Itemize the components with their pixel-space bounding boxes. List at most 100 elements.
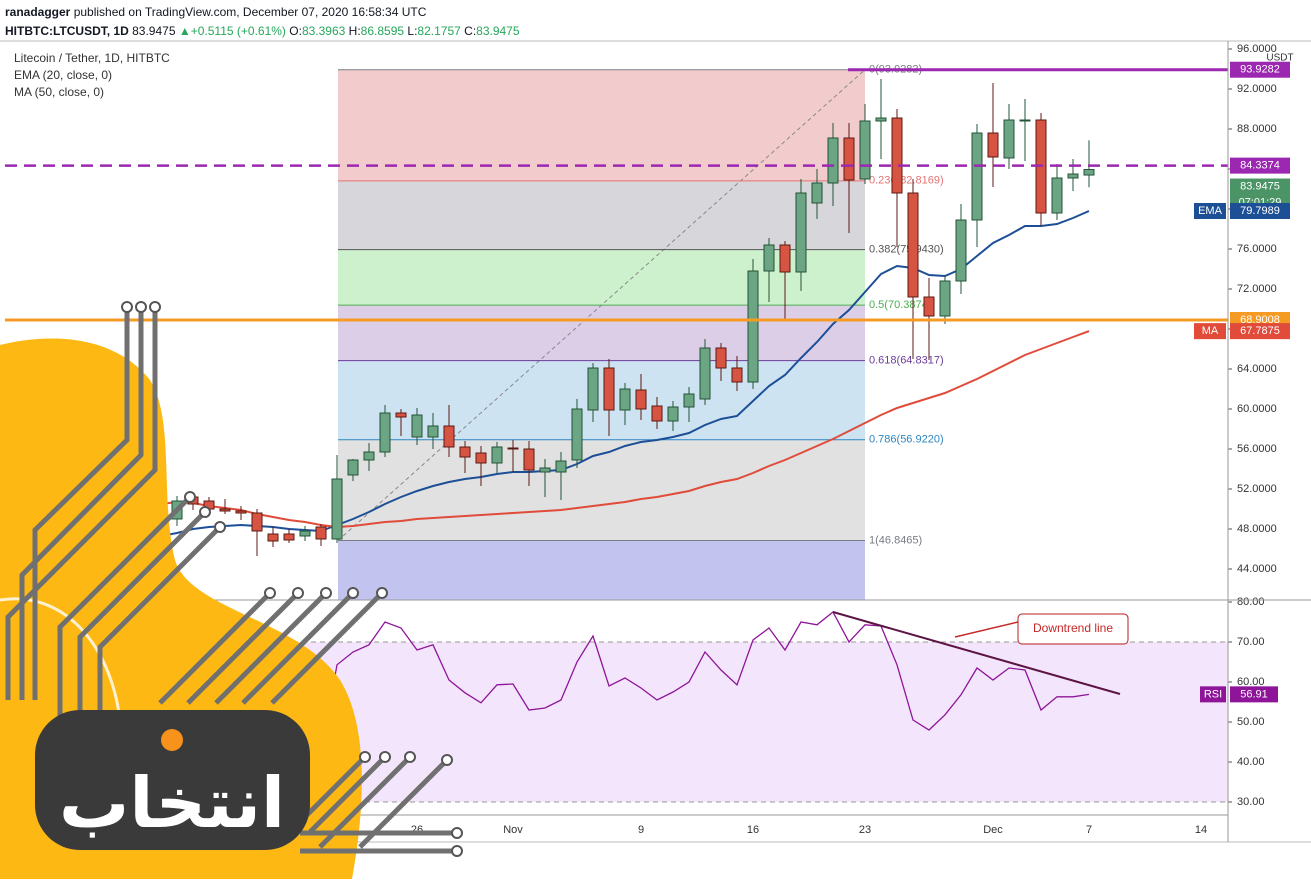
candle-body — [283, 533, 295, 541]
ohlc: O:83.3963 H:86.8595 L:82.1757 C:83.9475 — [289, 24, 519, 38]
y-tick-label: 88.0000 — [1237, 123, 1277, 135]
candle-body — [171, 500, 183, 520]
y-tick-label: 72.0000 — [1237, 283, 1277, 295]
candle-body — [747, 270, 759, 383]
y-tick-label: 70.00 — [1237, 636, 1265, 648]
fib-zone — [338, 249, 865, 306]
fib-label: 0.786(56.9220) — [869, 434, 944, 446]
header: ranadagger published on TradingView.com,… — [5, 3, 520, 41]
y-tick-label: 30.00 — [1237, 796, 1265, 808]
candle-body — [1019, 119, 1031, 122]
overlay-tag: EMA — [1198, 205, 1223, 217]
candle-body — [315, 526, 327, 540]
fib-label: 0.618(64.8317) — [869, 355, 944, 367]
candle-body — [667, 406, 679, 422]
candle-body — [299, 530, 311, 537]
candle-body — [683, 393, 695, 408]
overlay-value: 79.7989 — [1240, 205, 1280, 217]
y-tick-label: 96.0000 — [1237, 43, 1277, 55]
ohlc-key: O: — [289, 24, 302, 38]
symbol-line: HITBTC:LTCUSDT, 1D 83.9475 ▲+0.5115 (+0.… — [5, 22, 520, 41]
overlay-tag-box — [1194, 323, 1226, 340]
price-label: 93.9282 — [1240, 64, 1280, 76]
candle-body — [475, 452, 487, 464]
x-tick-label: Nov — [503, 824, 523, 836]
price-label-box — [1230, 61, 1290, 78]
unit: USDT — [1266, 53, 1293, 64]
candle-body — [491, 446, 503, 464]
candle-body — [347, 459, 359, 476]
fib-label: 0.236(82.8169) — [869, 175, 944, 187]
candle-body — [187, 496, 199, 505]
axis-bg — [1228, 42, 1311, 842]
candle-body — [795, 192, 807, 273]
overlay-value: 67.7875 — [1240, 325, 1280, 337]
candle-body — [235, 510, 247, 514]
ohlc-value: 82.1757 — [417, 24, 461, 38]
chart-title: Litecoin / Tether, 1D, HITBTC — [14, 51, 170, 65]
x-tick-label: 14 — [1195, 824, 1207, 836]
candle-body — [331, 478, 343, 540]
x-tick-label: 7 — [1086, 824, 1092, 836]
candle-body — [619, 388, 631, 411]
ohlc-key: L: — [407, 24, 418, 38]
ohlc-key: C: — [464, 24, 477, 38]
candle-body — [1067, 173, 1079, 179]
candle-body — [219, 508, 231, 512]
x-tick-label: 16 — [747, 824, 759, 836]
candle-body — [443, 425, 455, 448]
price-label: 68.9008 — [1240, 314, 1280, 326]
ohlc-key: H: — [348, 24, 361, 38]
candle-body — [571, 408, 583, 461]
candle-body — [939, 280, 951, 317]
candle-body — [155, 519, 167, 527]
publisher: ranadagger — [5, 5, 71, 19]
fib-zone — [338, 305, 865, 361]
candle-body — [651, 405, 663, 422]
candle-body — [379, 412, 391, 453]
candle-body — [603, 367, 615, 411]
candle-body — [427, 425, 439, 438]
symbol: HITBTC:LTCUSDT, 1D — [5, 24, 129, 38]
fib-zone — [338, 180, 865, 250]
change: ▲+0.5115 (+0.61%) — [178, 24, 286, 38]
y-tick-label: 56.0000 — [1237, 443, 1277, 455]
price-label-box — [1230, 157, 1290, 174]
candle-body — [827, 137, 839, 184]
legend-entry: MA (50, close, 0) — [14, 85, 104, 99]
candle-body — [507, 447, 519, 450]
y-tick-label: 80.00 — [1237, 596, 1265, 608]
overlay-tag-box — [1194, 203, 1226, 220]
x-tick-label: 9 — [638, 824, 644, 836]
rsi-band — [5, 642, 1228, 802]
candle-body — [1003, 119, 1015, 159]
x-tick-label: 26 — [411, 824, 423, 836]
candle-body — [763, 244, 775, 272]
candle-body — [891, 117, 903, 194]
ohlc-value: 83.9475 — [476, 24, 520, 38]
candle-body — [955, 219, 967, 282]
y-tick-label: 48.0000 — [1237, 523, 1277, 535]
annotation-box — [1017, 613, 1129, 645]
candle-body — [843, 137, 855, 181]
candle-body — [907, 192, 919, 298]
candle-body — [987, 132, 999, 158]
candle-body — [395, 412, 407, 418]
trend-line — [832, 611, 1121, 695]
rsi-value-box — [1230, 686, 1278, 703]
candle-body — [731, 367, 743, 383]
x-tick-label: 23 — [859, 824, 871, 836]
candle-body — [971, 132, 983, 221]
fib-zone — [338, 69, 865, 181]
fib-label: 0.382(75.9430) — [869, 243, 944, 255]
candle-body — [1051, 177, 1063, 214]
y-tick-label: 60.0000 — [1237, 403, 1277, 415]
y-tick-label: 50.00 — [1237, 716, 1265, 728]
candle-body — [715, 347, 727, 369]
fib-zone — [338, 360, 865, 440]
candle-body — [875, 117, 887, 122]
y-tick-label: 60.00 — [1237, 676, 1265, 688]
close-label-box — [1230, 178, 1290, 195]
